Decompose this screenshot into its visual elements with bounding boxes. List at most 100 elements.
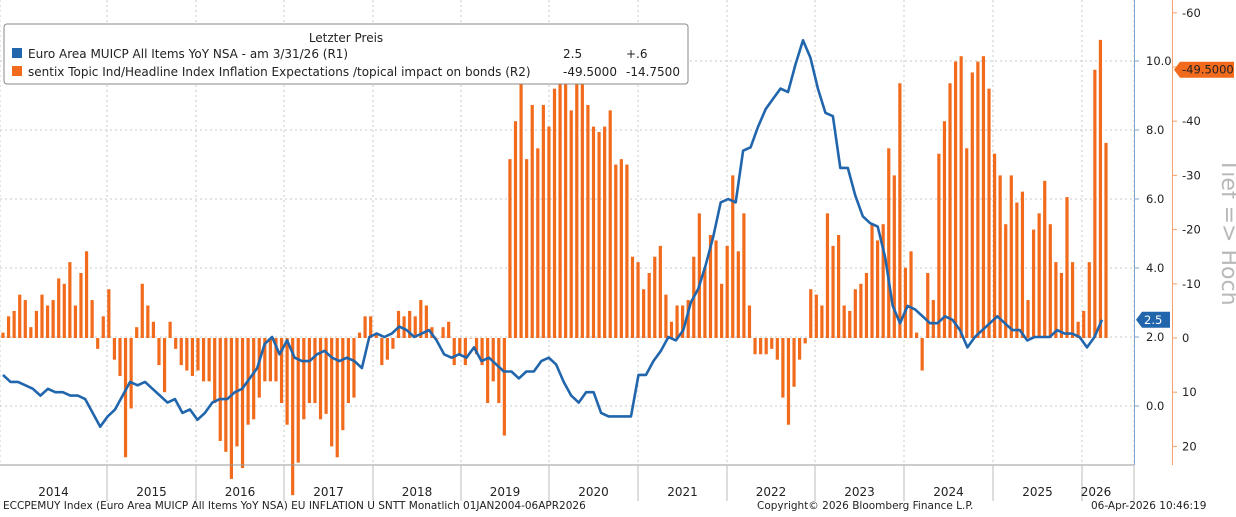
sentix-bar xyxy=(597,132,601,338)
sentix-bar xyxy=(341,338,345,431)
r2-axis-title: Tief => Hoch xyxy=(1216,157,1236,305)
sentix-bar xyxy=(157,338,161,366)
year-label: 2016 xyxy=(225,485,256,499)
sentix-bar xyxy=(591,126,596,339)
sentix-bar xyxy=(346,338,350,404)
legend-swatch-sentix xyxy=(12,66,22,76)
sentix-bar xyxy=(681,305,685,338)
r2-tick-label: 10 xyxy=(1182,385,1197,399)
sentix-bar xyxy=(686,300,690,338)
sentix-bar xyxy=(998,175,1002,338)
sentix-bar xyxy=(714,240,718,338)
sentix-bar xyxy=(731,175,735,338)
r2-last-value-badge xyxy=(1174,61,1234,78)
sentix-bar xyxy=(12,310,16,338)
sentix-bar xyxy=(987,88,991,339)
sentix-bar xyxy=(79,272,83,338)
r1-tick-label: 10.0 xyxy=(1146,54,1172,68)
sentix-bar xyxy=(653,256,657,338)
sentix-bar xyxy=(1076,321,1080,338)
sentix-bar xyxy=(268,338,272,382)
sentix-bar xyxy=(803,338,807,344)
sentix-bar xyxy=(374,332,378,338)
sentix-bar xyxy=(307,338,311,404)
sentix-bar xyxy=(926,272,930,338)
sentix-bar xyxy=(775,338,779,360)
sentix-bar xyxy=(458,338,462,355)
sentix-bar xyxy=(68,262,72,338)
sentix-bar xyxy=(809,289,813,338)
sentix-bar xyxy=(435,338,440,339)
legend-swatch-muicp xyxy=(12,48,22,58)
sentix-bar xyxy=(603,126,607,339)
year-label: 2017 xyxy=(313,485,344,499)
legend-box xyxy=(3,23,689,85)
sentix-bar xyxy=(40,294,44,338)
sentix-bar xyxy=(491,338,495,382)
sentix-bar xyxy=(1015,202,1019,338)
year-label: 2024 xyxy=(933,485,964,499)
sentix-bar xyxy=(18,294,22,338)
sentix-bar xyxy=(1054,262,1058,338)
sentix-bar xyxy=(413,316,417,338)
year-label: 2020 xyxy=(578,485,609,499)
legend-last-sentix: -49.5000 xyxy=(563,65,617,79)
sentix-bar xyxy=(525,159,529,338)
r1-tick-label: 6.0 xyxy=(1146,192,1164,206)
sentix-bar xyxy=(229,338,233,479)
sentix-bar xyxy=(575,77,579,338)
legend-header: Letzter Preis xyxy=(309,31,383,45)
sentix-bar xyxy=(625,164,629,338)
sentix-bar xyxy=(380,338,384,366)
sentix-bar xyxy=(825,213,830,338)
footer-copyright: Copyright© 2026 Bloomberg Finance L.P. xyxy=(757,500,974,512)
sentix-bar xyxy=(859,283,863,338)
sentix-bar xyxy=(447,321,451,338)
sentix-bar xyxy=(764,338,768,355)
sentix-bar xyxy=(970,72,974,339)
legend-change-sentix: -14.7500 xyxy=(626,65,680,79)
sentix-bar xyxy=(753,338,757,355)
sentix-bar xyxy=(697,213,701,338)
sentix-bar xyxy=(586,104,590,338)
sentix-bar xyxy=(201,338,206,382)
sentix-bar xyxy=(675,305,679,338)
sentix-bar xyxy=(34,310,39,338)
sentix-bar xyxy=(274,338,278,382)
sentix-bar xyxy=(541,104,545,338)
sentix-bar xyxy=(519,72,523,339)
sentix-bar xyxy=(313,338,317,404)
r1-last-value-badge xyxy=(1136,311,1170,328)
sentix-bar xyxy=(23,300,27,338)
sentix-bar xyxy=(914,332,919,338)
sentix-bar xyxy=(179,338,183,366)
sentix-bar xyxy=(330,338,334,447)
sentix-bar xyxy=(881,224,885,338)
sentix-bar xyxy=(285,338,289,425)
sentix-bar xyxy=(876,240,880,338)
sentix-bar xyxy=(101,316,105,338)
sentix-bar xyxy=(1048,224,1052,338)
sentix-bar xyxy=(107,289,111,338)
sentix-bar xyxy=(424,305,428,338)
sentix-bar xyxy=(580,34,584,338)
sentix-bar xyxy=(630,256,635,338)
sentix-bar xyxy=(1,332,5,338)
axes: 2014 2015 2016 2017 2018 2019 2020 2021 2022 2023… xyxy=(0,0,1236,501)
sentix-bar xyxy=(614,164,618,338)
sentix-bar xyxy=(352,338,356,398)
sentix-bar xyxy=(658,245,662,338)
r1-tick-label: 0.0 xyxy=(1146,399,1164,413)
r2-tick-label: 20 xyxy=(1182,439,1197,453)
sentix-bar xyxy=(57,278,61,338)
sentix-bar xyxy=(1059,272,1064,338)
r2-tick-label: -40 xyxy=(1182,114,1201,128)
sentix-bar xyxy=(185,338,189,371)
sentix-bar xyxy=(981,56,986,338)
sentix-bar xyxy=(51,300,55,338)
year-label: 2014 xyxy=(38,485,69,499)
sentix-bar xyxy=(1009,175,1013,338)
sentix-bar xyxy=(140,283,144,338)
r2-tick-label: -20 xyxy=(1182,223,1201,237)
